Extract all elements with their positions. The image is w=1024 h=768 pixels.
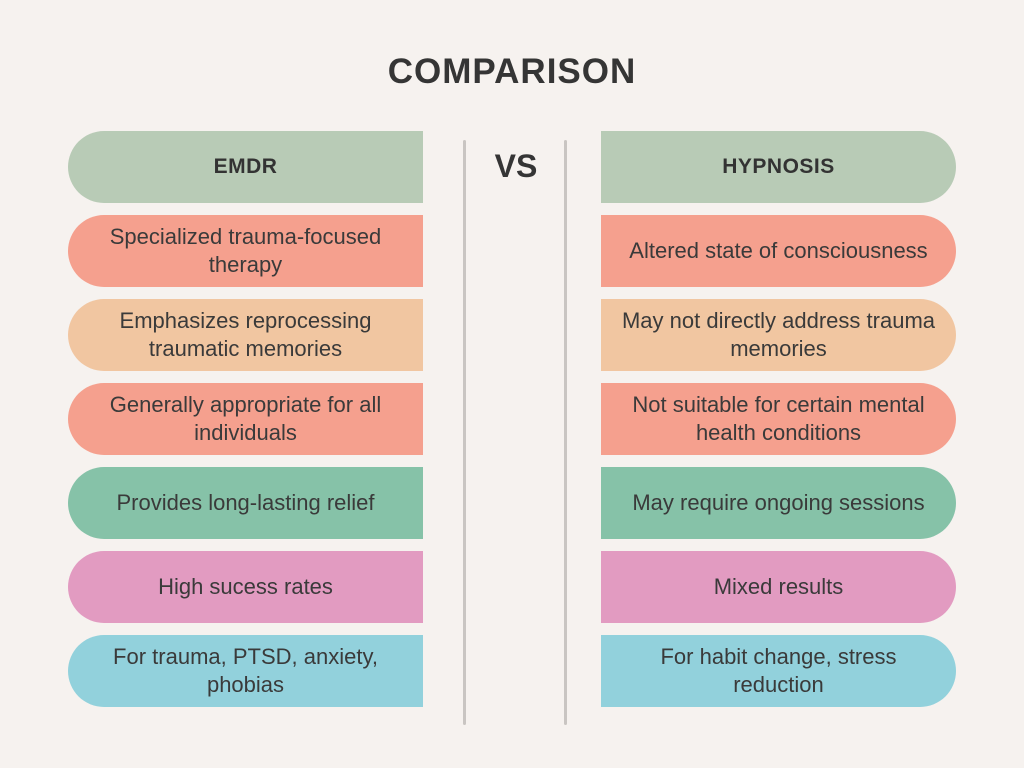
emdr-item: Specialized trauma-focused therapy bbox=[68, 215, 423, 287]
hypnosis-item: Not suitable for certain mental health c… bbox=[601, 383, 956, 455]
emdr-item: High sucess rates bbox=[68, 551, 423, 623]
hypnosis-item: Altered state of consciousness bbox=[601, 215, 956, 287]
emdr-item: Emphasizes reprocessing traumatic memori… bbox=[68, 299, 423, 371]
hypnosis-item: For habit change, stress reduction bbox=[601, 635, 956, 707]
hypnosis-header: HYPNOSIS bbox=[601, 131, 956, 203]
emdr-column: EMDR Specialized trauma-focused therapy … bbox=[68, 131, 423, 719]
emdr-item: Generally appropriate for all individual… bbox=[68, 383, 423, 455]
page-title: COMPARISON bbox=[387, 52, 637, 91]
left-divider bbox=[463, 140, 466, 725]
right-divider bbox=[564, 140, 567, 725]
hypnosis-item: Mixed results bbox=[601, 551, 956, 623]
emdr-item: For trauma, PTSD, anxiety, phobias bbox=[68, 635, 423, 707]
emdr-item: Provides long-lasting relief bbox=[68, 467, 423, 539]
vs-label: VS bbox=[494, 148, 538, 184]
hypnosis-column: HYPNOSIS Altered state of consciousness … bbox=[601, 131, 956, 719]
hypnosis-item: May require ongoing sessions bbox=[601, 467, 956, 539]
emdr-header: EMDR bbox=[68, 131, 423, 203]
hypnosis-item: May not directly address trauma memories bbox=[601, 299, 956, 371]
